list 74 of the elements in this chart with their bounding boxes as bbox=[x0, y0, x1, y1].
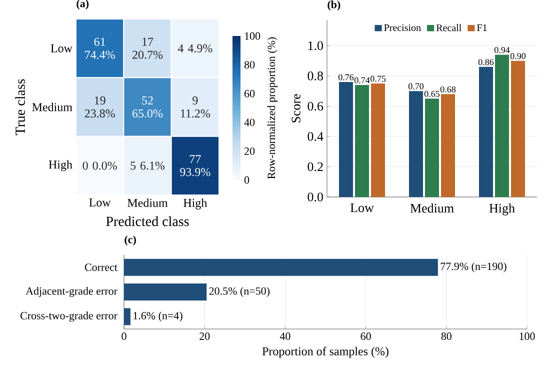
data-label: 4 4.9% bbox=[178, 44, 212, 52]
x-tick-label: Medium bbox=[128, 198, 168, 207]
y-tick-label: 0.8 bbox=[308, 72, 323, 80]
data-label: 0 0.0% bbox=[82, 162, 117, 170]
chart-title: (a) bbox=[76, 0, 89, 10]
y-axis-title: Score bbox=[292, 94, 300, 122]
y-tick-label: 1.0 bbox=[308, 41, 323, 50]
color-bar-label: 0 bbox=[244, 176, 250, 184]
data-label: 52 65.0% bbox=[132, 96, 163, 118]
bar bbox=[511, 60, 526, 197]
bar bbox=[124, 308, 130, 326]
data-label: 20.5% (n=50) bbox=[209, 287, 270, 297]
x-tick-label: 60 bbox=[360, 332, 371, 340]
color-bar-label: 60 bbox=[244, 90, 255, 98]
bar bbox=[479, 66, 494, 197]
x-tick-label: 0 bbox=[122, 332, 126, 340]
bar bbox=[441, 94, 456, 197]
data-label: 61 74.4% bbox=[85, 38, 115, 59]
data-label: 1.6% (n=4) bbox=[134, 312, 182, 322]
data-label: 0.68 bbox=[440, 86, 456, 92]
data-label: 9 11.2% bbox=[180, 96, 210, 118]
data-label: 77.9% (n=190) bbox=[440, 262, 506, 272]
y-tick-label: 0.4 bbox=[308, 132, 324, 141]
color-bar-label: 80 bbox=[244, 61, 255, 69]
data-label: 17 20.7% bbox=[132, 38, 163, 59]
x-tick-label: High bbox=[184, 198, 208, 210]
y-tick-label: Medium bbox=[32, 102, 72, 112]
y-tick-label: Correct bbox=[84, 264, 118, 272]
data-label: 0.90 bbox=[510, 53, 526, 60]
bar bbox=[124, 284, 207, 300]
x-tick-label: High bbox=[489, 204, 515, 216]
data-label: 0.70 bbox=[408, 83, 424, 90]
x-tick-label: 40 bbox=[280, 332, 290, 340]
x-axis-title: Proportion of samples (%) bbox=[262, 346, 388, 358]
legend-label: F1 bbox=[477, 24, 487, 31]
x-tick-label: Low bbox=[89, 198, 111, 206]
color-bar-title: Row-normalized proportion (%) bbox=[267, 37, 278, 179]
chart-title: (b) bbox=[328, 0, 340, 10]
data-label: 0.65 bbox=[424, 90, 440, 97]
color-bar-label: 40 bbox=[244, 118, 255, 126]
data-label: 0.75 bbox=[370, 76, 386, 82]
x-tick-label: Low bbox=[350, 204, 374, 212]
x-tick-label: 100 bbox=[520, 332, 535, 340]
x-tick-label: Medium bbox=[410, 204, 454, 213]
bar bbox=[124, 258, 438, 276]
y-tick-label: Cross-two-grade error bbox=[20, 312, 118, 322]
bar bbox=[355, 85, 370, 197]
legend-label: Precision bbox=[384, 24, 421, 32]
bar bbox=[339, 82, 354, 197]
color-bar-label: 100 bbox=[244, 32, 260, 40]
bar bbox=[425, 98, 440, 197]
x-axis-title: Predicted class bbox=[106, 216, 189, 226]
data-label: 5 6.1% bbox=[130, 162, 165, 170]
data-label: 0.94 bbox=[494, 46, 510, 54]
y-tick-label: Low bbox=[50, 44, 72, 52]
y-axis-title: True class bbox=[15, 79, 25, 136]
bar bbox=[495, 54, 510, 197]
color-bar-label: 20 bbox=[244, 147, 255, 155]
chart-title: (c) bbox=[124, 236, 136, 246]
y-tick-label: 0.0 bbox=[308, 192, 323, 202]
y-tick-label: High bbox=[48, 160, 72, 172]
y-tick-label: Adjacent-grade error bbox=[26, 287, 118, 298]
data-label: 0.76 bbox=[338, 74, 354, 80]
data-label: 19 23.8% bbox=[84, 96, 115, 118]
data-label: 0.86 bbox=[478, 59, 494, 66]
x-tick-label: 20 bbox=[200, 332, 210, 340]
legend-label: Recall bbox=[436, 24, 462, 32]
bar bbox=[371, 84, 386, 197]
data-label: 77 93.9% bbox=[180, 155, 210, 176]
x-tick-label: 80 bbox=[441, 332, 452, 340]
y-tick-label: 0.2 bbox=[308, 162, 323, 172]
y-tick-label: 0.6 bbox=[308, 102, 324, 111]
bar bbox=[409, 91, 424, 197]
data-label: 0.74 bbox=[354, 77, 370, 84]
